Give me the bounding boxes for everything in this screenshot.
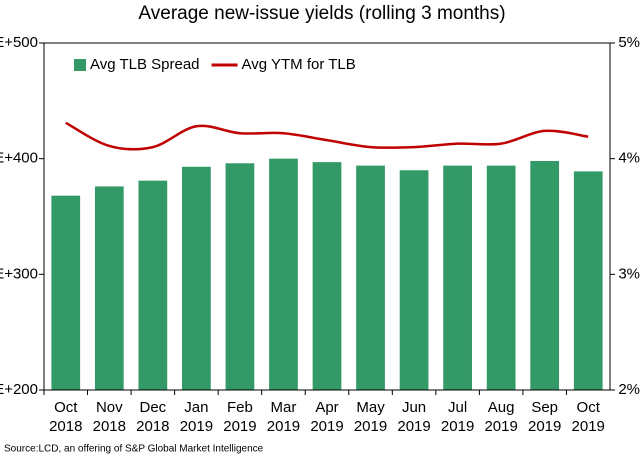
x-tick-label: 2018 (136, 418, 169, 435)
bar (182, 166, 211, 390)
x-tick-label: 2019 (223, 418, 256, 435)
x-tick-label: 2019 (572, 418, 605, 435)
y-tick-label: E+400 (0, 150, 38, 167)
x-tick-label: Feb (227, 399, 253, 416)
bar (269, 158, 298, 390)
y2-tick-label: 3% (618, 265, 640, 282)
x-tick-label: 2019 (484, 418, 517, 435)
legend-label: Avg TLB Spread (90, 56, 200, 73)
bar (356, 165, 385, 390)
plot-frame (43, 42, 611, 391)
y2-tick-label: 2% (618, 381, 640, 398)
x-tick-label: 2019 (354, 418, 387, 435)
legend-swatch (74, 59, 86, 71)
x-tick-label: 2018 (93, 418, 126, 435)
x-tick-label: 2019 (441, 418, 474, 435)
bar (225, 163, 255, 390)
x-tick-label: Oct (577, 399, 601, 416)
x-tick-label: Jul (448, 399, 467, 416)
x-tick-label: 2019 (528, 418, 561, 435)
x-tick-label: Jan (184, 399, 208, 416)
x-tick-label: Mar (271, 399, 297, 416)
x-tick-label: Oct (54, 399, 78, 416)
x-tick-label: Sep (531, 399, 558, 416)
y2-tick-label: 4% (618, 150, 640, 167)
x-tick-label: 2019 (397, 418, 430, 435)
y-tick-label: E+200 (0, 381, 38, 398)
chart-title: Average new-issue yields (rolling 3 mont… (138, 3, 505, 24)
x-tick-label: Dec (140, 399, 167, 416)
bar (399, 170, 429, 390)
bar (138, 180, 168, 390)
x-tick-label: 2018 (49, 418, 82, 435)
x-tick-label: Nov (96, 399, 123, 416)
source-note: Source:LCD, an offering of S&P Global Ma… (4, 444, 264, 455)
y-tick-label: E+300 (0, 265, 38, 282)
bar (51, 195, 81, 390)
bar (486, 165, 516, 390)
bar (94, 186, 124, 390)
bar (573, 171, 603, 390)
bar (443, 165, 472, 390)
x-tick-label: 2019 (267, 418, 300, 435)
line (65, 121, 589, 151)
x-tick-label: 2019 (180, 418, 213, 435)
x-tick-label: May (356, 399, 385, 416)
y2-tick-label: 5% (618, 34, 640, 51)
x-tick-label: Aug (488, 399, 515, 416)
legend-label: Avg YTM for TLB (242, 56, 356, 73)
x-tick-label: Apr (315, 399, 338, 416)
x-tick-label: Jun (402, 399, 426, 416)
x-tick-label: 2019 (310, 418, 343, 435)
bar (312, 162, 342, 390)
y-tick-label: E+500 (0, 34, 38, 51)
bar (530, 160, 560, 390)
